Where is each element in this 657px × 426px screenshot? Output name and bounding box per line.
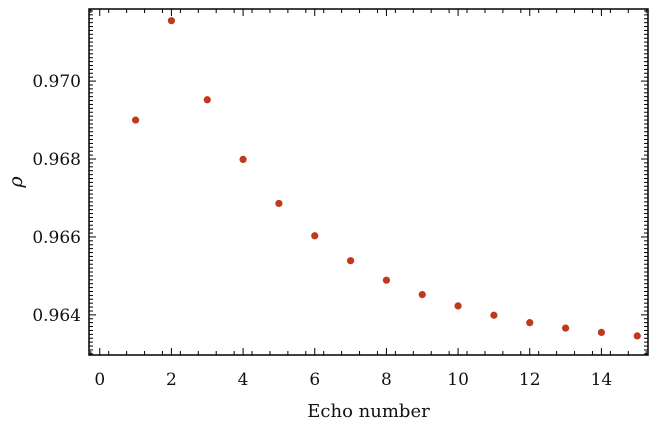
data-point <box>526 319 534 327</box>
x-tick-label: 0 <box>94 370 105 390</box>
data-point <box>597 328 606 337</box>
data-point <box>382 276 391 284</box>
x-axis-label: Echo number <box>307 401 430 422</box>
data-point <box>454 302 462 310</box>
y-tick-label: 0.966 <box>32 228 81 248</box>
y-axis-label: ρ <box>5 176 27 189</box>
plot-frame <box>88 8 649 356</box>
y-tick-label: 0.968 <box>32 150 81 170</box>
data-point <box>239 155 247 164</box>
data-point <box>346 257 355 265</box>
x-tick-label: 14 <box>591 370 613 390</box>
data-point <box>167 17 176 25</box>
x-tick-label: 12 <box>519 370 541 390</box>
x-tick-label: 8 <box>381 370 392 390</box>
data-point <box>633 332 641 340</box>
y-tick-label: 0.970 <box>32 72 81 92</box>
tick-labels: 0 2 4 6 8 10 12 14 0.964 0.966 0.968 0.970 <box>32 72 612 390</box>
x-tick-label: 6 <box>309 370 320 390</box>
data-points <box>131 17 641 340</box>
data-point <box>311 232 319 240</box>
x-tick-label: 2 <box>166 370 177 390</box>
data-point <box>490 311 498 319</box>
data-point <box>561 324 570 332</box>
data-point <box>203 96 211 104</box>
x-tick-label: 4 <box>238 370 249 390</box>
x-tick-label: 10 <box>447 370 469 390</box>
data-point <box>131 116 140 124</box>
axis-ticks <box>89 9 648 355</box>
data-point <box>418 291 426 299</box>
y-tick-label: 0.964 <box>32 306 81 326</box>
data-point <box>275 199 283 208</box>
